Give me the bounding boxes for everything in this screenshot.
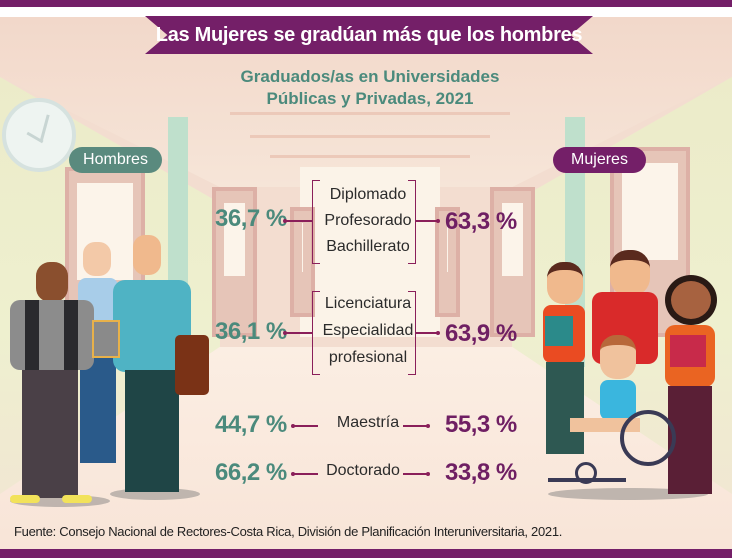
- subtitle-line-1: Graduados/as en Universidades: [240, 67, 500, 86]
- level-label: Maestría: [336, 414, 400, 431]
- bracket-right: [408, 291, 416, 375]
- level-labels: Licenciatura Especialidad profesional: [318, 290, 418, 371]
- source-note: Fuente: Consejo Nacional de Rectores-Cos…: [14, 524, 563, 539]
- right-pillar: [565, 117, 585, 367]
- men-percentage: 36,1 %: [215, 318, 287, 345]
- women-percentage: 63,3 %: [445, 208, 517, 235]
- ceiling-line: [250, 135, 490, 138]
- bracket-left: [312, 291, 320, 375]
- women-percentage: 55,3 %: [445, 411, 517, 438]
- top-bar: [0, 0, 732, 7]
- level-label: profesional: [328, 349, 408, 366]
- door: [212, 187, 257, 337]
- subtitle-line-2: Públicas y Privadas, 2021: [266, 89, 474, 108]
- men-legend-pill: Hombres: [69, 147, 162, 173]
- level-label: Diplomado: [329, 186, 407, 203]
- level-label: Licenciatura: [324, 295, 412, 312]
- level-label: Especialidad: [322, 322, 414, 339]
- ceiling-line: [230, 112, 510, 115]
- men-percentage: 44,7 %: [215, 411, 287, 438]
- door: [435, 207, 460, 317]
- end-wall: [300, 167, 440, 337]
- ceiling-line: [270, 155, 470, 158]
- title-banner: [145, 16, 593, 54]
- door: [290, 207, 315, 317]
- women-percentage: 33,8 %: [445, 459, 517, 486]
- women-legend-pill: Mujeres: [553, 147, 646, 173]
- bracket-left: [312, 180, 320, 264]
- level-label: Bachillerato: [326, 238, 410, 255]
- women-percentage: 63,9 %: [445, 320, 517, 347]
- bracket-right: [408, 180, 416, 264]
- page-title: Las Mujeres se gradúan más que los hombr…: [155, 23, 583, 46]
- bottom-bar: [0, 549, 732, 558]
- clock-icon: [2, 98, 76, 172]
- men-percentage: 66,2 %: [215, 459, 287, 486]
- level-label: Profesorado: [324, 212, 412, 229]
- level-labels: Diplomado Profesorado Bachillerato: [318, 182, 418, 260]
- door: [490, 187, 535, 337]
- level-label: Doctorado: [326, 462, 400, 479]
- top-strip: [0, 7, 732, 17]
- chart-subtitle: Graduados/as en Universidades Públicas y…: [170, 66, 570, 110]
- men-percentage: 36,7 %: [215, 205, 287, 232]
